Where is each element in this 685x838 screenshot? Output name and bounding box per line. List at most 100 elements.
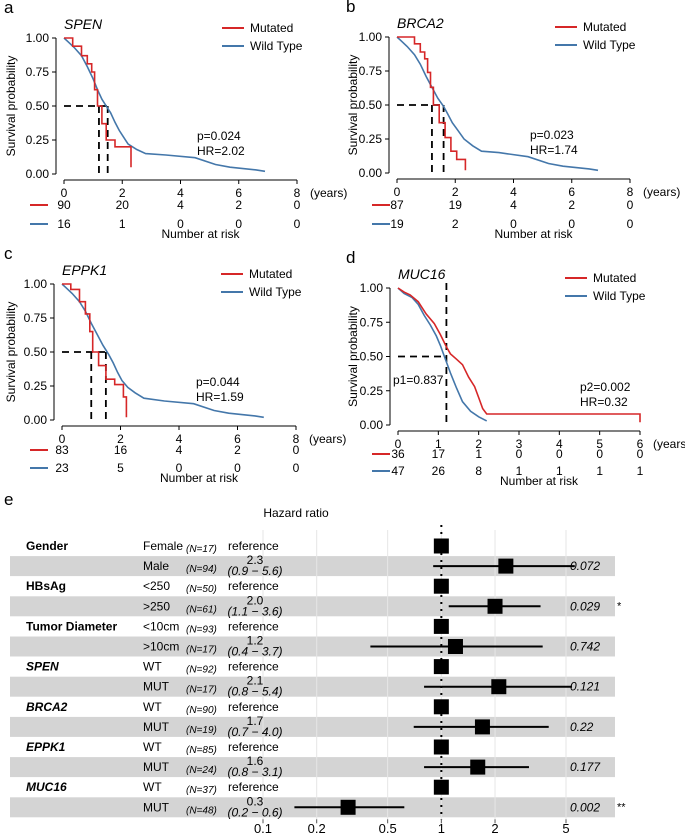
hr-estimate: reference <box>228 780 279 794</box>
y-tick-label: 0.75 <box>26 65 50 79</box>
risk-count-wild-row: 19 <box>390 217 404 231</box>
hr-estimate: reference <box>228 579 279 593</box>
n-count: (N=61) <box>186 604 217 615</box>
level-label: WT <box>143 780 162 794</box>
x-tick-label: 6 <box>234 432 241 446</box>
significance-stars: * <box>617 600 622 612</box>
level-label: WT <box>143 700 162 714</box>
risk-count-wild-row: 0 <box>176 461 183 475</box>
hr-point-square <box>433 739 449 755</box>
legend-label-wild-type: Wild Type <box>593 289 646 303</box>
panel-gene-title: MUC16 <box>398 266 446 282</box>
x-tick-label: 0 <box>59 432 66 446</box>
hr-estimate: 2.0 <box>247 593 264 607</box>
risk-count-wild-row: 0 <box>235 217 242 231</box>
risk-count-mutated-row: 0 <box>294 198 301 212</box>
hr-estimate: 0.3 <box>247 794 264 808</box>
x-unit-label: (years) <box>653 437 685 451</box>
row-band <box>10 596 615 617</box>
level-label: Male <box>143 559 169 573</box>
forest-x-tick-label: 2 <box>491 821 498 836</box>
panel-letter: a <box>4 0 14 17</box>
y-tick-label: 0.25 <box>26 133 50 147</box>
mutated-survival-curve <box>64 37 132 168</box>
panel-letter: e <box>4 490 13 509</box>
x-tick-label: 4 <box>556 437 563 451</box>
hr-estimate: reference <box>228 700 279 714</box>
risk-count-wild-row: 1 <box>637 464 644 478</box>
hr-estimate: 1.2 <box>247 634 264 648</box>
p-value-text: p=0.023 <box>530 128 574 142</box>
hr-confidence-interval: (0.4 − 3.7) <box>227 645 282 659</box>
variable-label: MUC16 <box>26 780 67 794</box>
risk-count-wild-row: 16 <box>57 217 71 231</box>
hr-estimate: 1.7 <box>247 714 264 728</box>
wild-type-survival-curve <box>61 283 264 419</box>
hr-point-square <box>491 679 507 695</box>
y-tick-label: 0.00 <box>24 413 48 427</box>
wild-type-survival-curve <box>63 37 266 173</box>
risk-count-mutated-row: 4 <box>510 198 517 212</box>
number-at-risk-label: Number at risk <box>160 471 239 485</box>
legend-label-mutated: Mutated <box>593 271 636 285</box>
risk-count-mutated-row: 90 <box>57 198 71 212</box>
x-tick-label: 8 <box>293 432 300 446</box>
y-tick-label: 1.00 <box>359 30 383 44</box>
y-tick-label: 0.50 <box>359 98 383 112</box>
p-value: 0.002 <box>570 800 600 814</box>
risk-count-mutated-row: 2 <box>235 198 242 212</box>
n-count: (N=94) <box>186 564 217 575</box>
row-band <box>10 676 615 697</box>
wild-type-survival-curve <box>397 287 488 422</box>
risk-count-mutated-row: 0 <box>627 198 634 212</box>
p1-value-text: p1=0.837 <box>393 373 444 387</box>
level-label: Female <box>143 539 183 553</box>
x-tick-label: 4 <box>176 432 183 446</box>
legend-label-mutated: Mutated <box>583 20 626 34</box>
x-tick-label: 5 <box>596 437 603 451</box>
hr-point-square <box>474 719 490 735</box>
hazard-ratio-text: HR=2.02 <box>197 144 245 158</box>
p-value: 0.072 <box>570 559 600 573</box>
y-tick-label: 0.00 <box>360 418 384 432</box>
hr-point-square <box>433 618 449 634</box>
risk-count-wild-row: 1 <box>556 464 563 478</box>
y-tick-label: 0.00 <box>359 166 383 180</box>
n-count: (N=90) <box>186 705 217 716</box>
hr-point-square <box>340 799 356 815</box>
risk-count-wild-row: 0 <box>234 461 241 475</box>
variable-label: Gender <box>26 539 68 553</box>
y-axis-label: Survival probability <box>346 55 360 156</box>
panel-gene-title: BRCA2 <box>397 15 444 31</box>
p-value: 0.121 <box>570 680 600 694</box>
x-tick-label: 4 <box>177 186 184 200</box>
variable-label: Tumor Diameter <box>26 619 117 633</box>
hr-estimate: 2.1 <box>247 674 264 688</box>
hr-confidence-interval: (0.8 − 5.4) <box>227 685 282 699</box>
x-unit-label: (years) <box>310 186 347 200</box>
risk-count-mutated-row: 2 <box>234 443 241 457</box>
x-tick-label: 6 <box>235 186 242 200</box>
risk-count-mutated-row: 83 <box>55 443 69 457</box>
p-value-text: p2=0.002 <box>580 380 631 394</box>
row-band <box>10 757 615 778</box>
forest-title: Hazard ratio <box>263 506 329 520</box>
y-axis-label: Survival probability <box>346 306 360 407</box>
risk-count-wild-row: 0 <box>510 217 517 231</box>
n-count: (N=17) <box>186 544 217 555</box>
row-band <box>10 556 615 577</box>
hr-estimate: reference <box>228 740 279 754</box>
level-label: MUT <box>143 760 170 774</box>
risk-count-mutated-row: 4 <box>176 443 183 457</box>
x-tick-label: 6 <box>637 437 644 451</box>
risk-count-mutated-row: 0 <box>556 447 563 461</box>
y-tick-label: 0.25 <box>24 379 48 393</box>
significance-stars: ** <box>617 801 626 813</box>
hr-confidence-interval: (1.1 − 3.6) <box>227 604 282 618</box>
n-count: (N=92) <box>186 665 217 676</box>
x-tick-label: 0 <box>61 186 68 200</box>
y-tick-label: 0.75 <box>360 315 384 329</box>
x-tick-label: 2 <box>117 432 124 446</box>
panel-letter: c <box>4 244 13 263</box>
hazard-ratio-text: HR=1.59 <box>196 390 244 404</box>
